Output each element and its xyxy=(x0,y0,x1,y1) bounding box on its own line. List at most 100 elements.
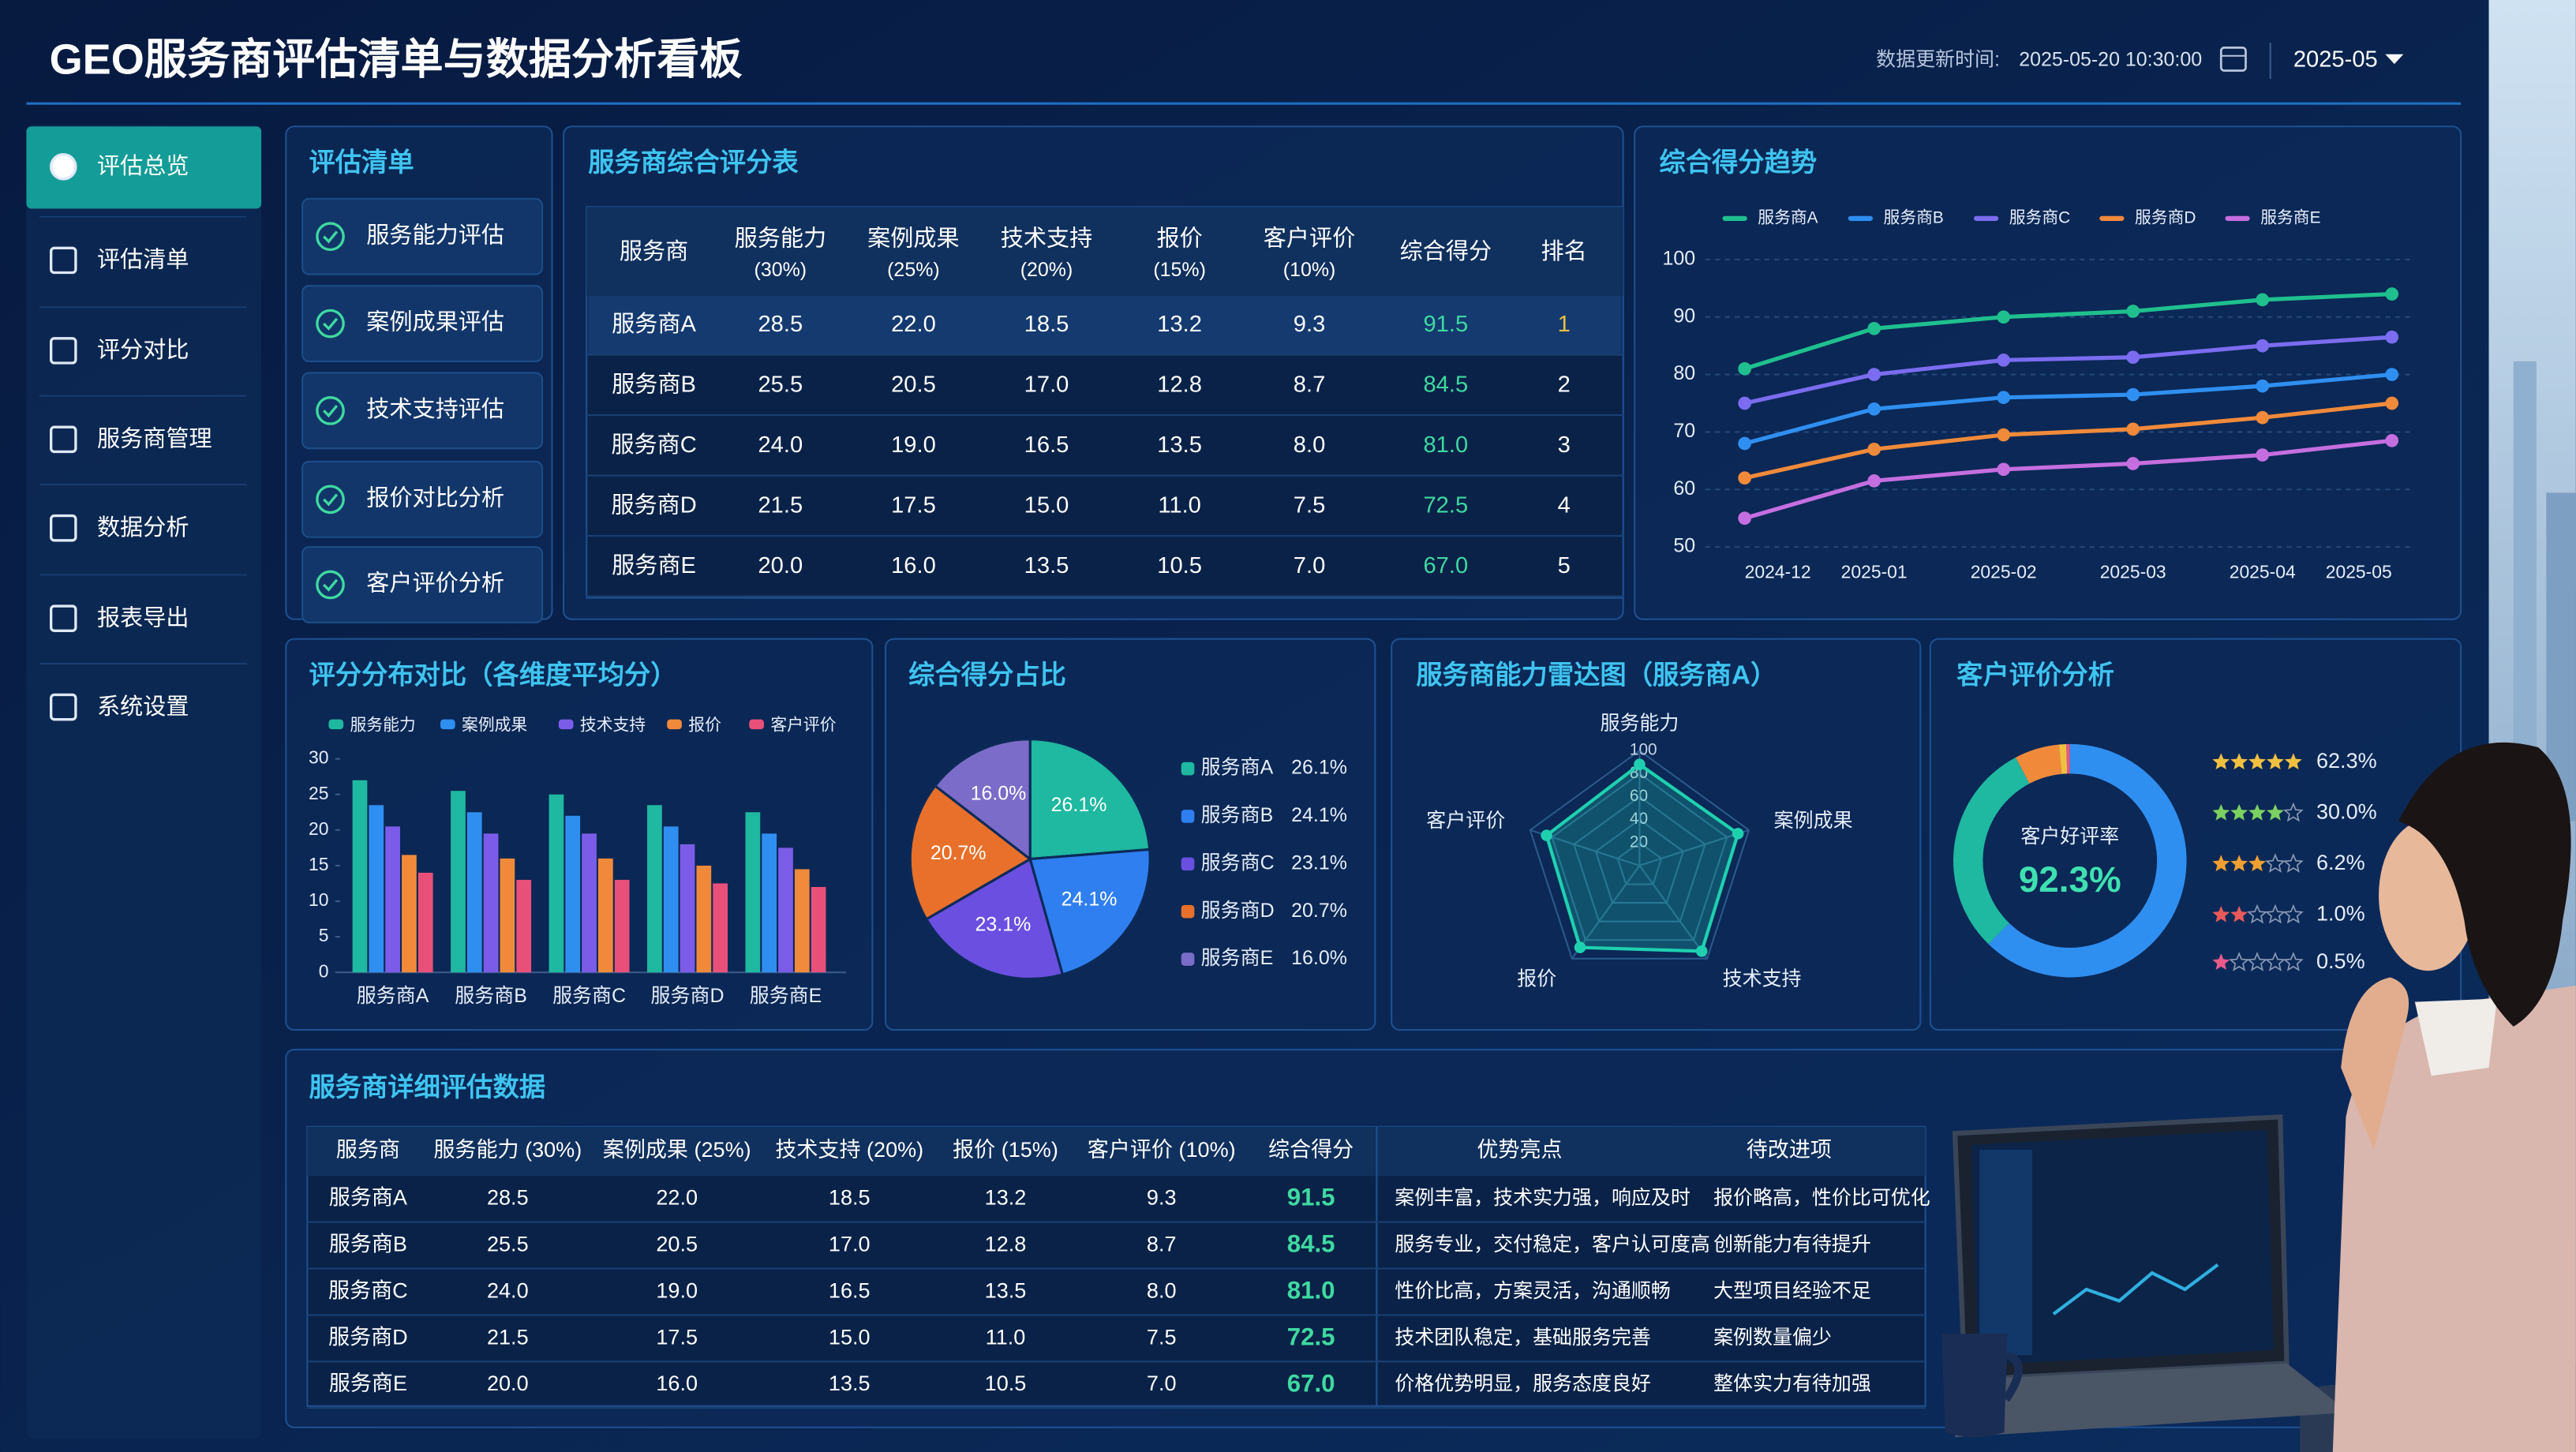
pie-slice xyxy=(1028,738,1151,861)
table-cell: 8.0 xyxy=(1294,432,1325,458)
data-point xyxy=(2256,293,2270,307)
data-point xyxy=(2126,422,2140,436)
sidebar-active xyxy=(26,126,262,209)
legend-swatch xyxy=(1181,762,1195,776)
checklist-item-box[interactable] xyxy=(301,372,544,450)
laptop-chart xyxy=(2052,1263,2219,1315)
sidebar-item[interactable]: 服务商管理 xyxy=(97,426,212,452)
checklist-item-box[interactable] xyxy=(301,197,544,275)
table-header: 服务商 xyxy=(620,238,688,264)
bar xyxy=(762,833,777,973)
table-cell: 技术团队稳定，基础服务完善 xyxy=(1395,1327,1651,1349)
legend-label: 服务商A xyxy=(1201,757,1274,779)
rating-value: 0.5% xyxy=(2316,949,2365,973)
laptop-sidebar xyxy=(1979,1150,2032,1356)
rating-star xyxy=(2247,904,2268,924)
table-cell: 大型项目经验不足 xyxy=(1713,1280,1871,1302)
rating-value: 62.3% xyxy=(2316,749,2377,773)
table-cell: 7.0 xyxy=(1294,553,1325,578)
sidebar-item[interactable]: 报表导出 xyxy=(97,604,189,631)
table-header: 排名 xyxy=(1541,238,1587,264)
y-tick-label: 10 xyxy=(309,889,328,910)
legend-value: 20.7% xyxy=(1291,900,1347,922)
sidebar-item[interactable]: 评估总览 xyxy=(97,153,189,179)
pie-slice xyxy=(933,738,1032,862)
sidebar-icon xyxy=(50,337,77,365)
table-cell: 28.5 xyxy=(487,1186,529,1210)
table-header: 综合得分 xyxy=(1268,1138,1354,1162)
sidebar-icon xyxy=(50,693,77,721)
bar xyxy=(500,858,515,973)
bar xyxy=(614,879,630,973)
checklist-item-box[interactable] xyxy=(301,460,544,538)
legend-label: 服务商D xyxy=(1201,900,1275,922)
legend-swatch xyxy=(1181,952,1195,966)
legend-swatch xyxy=(667,719,682,730)
radar-area xyxy=(1544,762,1740,953)
table-cell: 84.5 xyxy=(1287,1230,1335,1258)
table-cell: 13.5 xyxy=(985,1278,1027,1302)
table-cell: 72.5 xyxy=(1287,1323,1335,1350)
sidebar-item[interactable]: 系统设置 xyxy=(97,694,189,720)
radar-point xyxy=(1732,828,1744,840)
panel xyxy=(1929,638,2462,1031)
pie-slice xyxy=(924,857,1065,981)
data-point xyxy=(1997,391,2011,405)
radar-axis xyxy=(1639,829,1750,866)
sidebar-item[interactable]: 评分对比 xyxy=(97,337,189,363)
check-icon xyxy=(316,570,345,600)
data-point xyxy=(1867,321,1881,335)
table-cell: 11.0 xyxy=(986,1325,1026,1349)
radar-point xyxy=(1695,945,1708,957)
table-cell: 10.5 xyxy=(1157,553,1202,578)
table-cell: 67.0 xyxy=(1287,1369,1335,1397)
y-tick-label: 80 xyxy=(1673,362,1695,384)
row-highlight xyxy=(588,295,1622,355)
donut-slice xyxy=(2066,743,2070,774)
legend-swatch xyxy=(558,719,574,730)
table-cell: 20.0 xyxy=(487,1372,529,1395)
bar xyxy=(663,826,679,973)
x-tick-label: 服务商E xyxy=(750,985,822,1007)
panel-title: 综合得分趋势 xyxy=(1659,148,1817,178)
sidebar-item[interactable]: 评估清单 xyxy=(97,247,189,273)
data-point xyxy=(2256,379,2270,393)
building xyxy=(2513,361,2537,773)
sidebar-icon xyxy=(50,152,77,181)
table-cell: 2 xyxy=(1558,372,1571,397)
bar xyxy=(713,883,728,973)
table-header: (15%) xyxy=(1153,259,1206,281)
table-cell: 17.5 xyxy=(656,1325,698,1349)
series-line xyxy=(1743,438,2393,521)
legend-label: 服务商C xyxy=(2009,208,2070,226)
bar xyxy=(352,780,368,973)
period-dropdown[interactable]: 2025-05 xyxy=(2293,47,2404,73)
table-cell: 21.5 xyxy=(758,492,803,518)
pie-slice xyxy=(1028,848,1151,976)
table-cell: 5 xyxy=(1558,553,1571,578)
table-header: 服务能力 xyxy=(735,226,826,252)
table-cell: 19.0 xyxy=(656,1278,698,1302)
table-cell: 18.5 xyxy=(1024,312,1069,337)
checklist-item-box[interactable] xyxy=(301,546,544,623)
rating-star xyxy=(2282,904,2304,924)
table-header: 客户评价 xyxy=(1264,226,1356,252)
check-mark xyxy=(323,493,339,507)
bar xyxy=(466,812,482,973)
checklist-item-box[interactable] xyxy=(301,285,544,362)
table-header: 服务商 xyxy=(336,1138,400,1162)
table-cell: 24.0 xyxy=(487,1278,529,1302)
sidebar-icon xyxy=(50,514,77,542)
sidebar-item[interactable]: 数据分析 xyxy=(97,515,189,541)
rating-star xyxy=(2212,855,2230,872)
update-label: 数据更新时间: xyxy=(1876,49,2000,71)
table-cell: 3 xyxy=(1558,432,1571,458)
donut-slice xyxy=(2058,743,2068,774)
laptop-base xyxy=(1955,1363,2349,1438)
bar xyxy=(745,812,761,973)
table-cell: 18.5 xyxy=(829,1186,871,1210)
rating-star xyxy=(2229,952,2250,971)
calendar-button[interactable] xyxy=(2219,47,2247,72)
series-line xyxy=(1744,335,2392,406)
check-mark xyxy=(323,405,339,418)
